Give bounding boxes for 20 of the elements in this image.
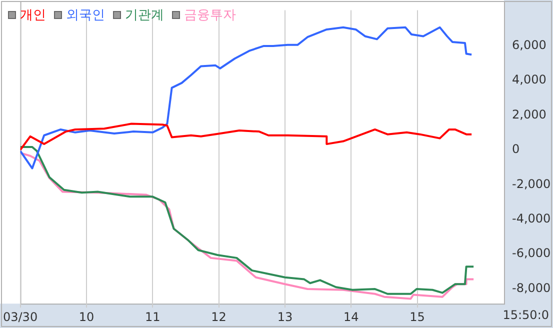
- x-tick-label: 15: [410, 310, 425, 324]
- y-tick-label: 4,000: [512, 72, 546, 87]
- y-tick-label: -4,000: [512, 212, 551, 226]
- x-tick-label: 11: [144, 310, 160, 324]
- text: 기관계: [125, 7, 164, 24]
- y-tick-label: -6,000: [512, 246, 551, 260]
- x-tick-label: 03/30: [2, 310, 38, 324]
- text: 외국인: [66, 7, 105, 24]
- y-tick-label: 0: [512, 142, 520, 156]
- y-tick-label: 2,000: [512, 107, 546, 122]
- text: 15:50:0: [502, 308, 549, 322]
- x-tick-label: 12: [211, 310, 226, 324]
- y-tick-label: -2,000: [512, 176, 551, 191]
- y-tick-label: -8,000: [512, 280, 551, 295]
- x-tick-label: 14: [344, 310, 359, 324]
- text: 금융투자: [184, 7, 236, 24]
- x-tick-label: 10: [78, 310, 94, 324]
- x-tick-label: 13: [277, 310, 293, 324]
- y-tick-label: 6,000: [512, 38, 546, 52]
- text: 개인: [20, 7, 46, 24]
